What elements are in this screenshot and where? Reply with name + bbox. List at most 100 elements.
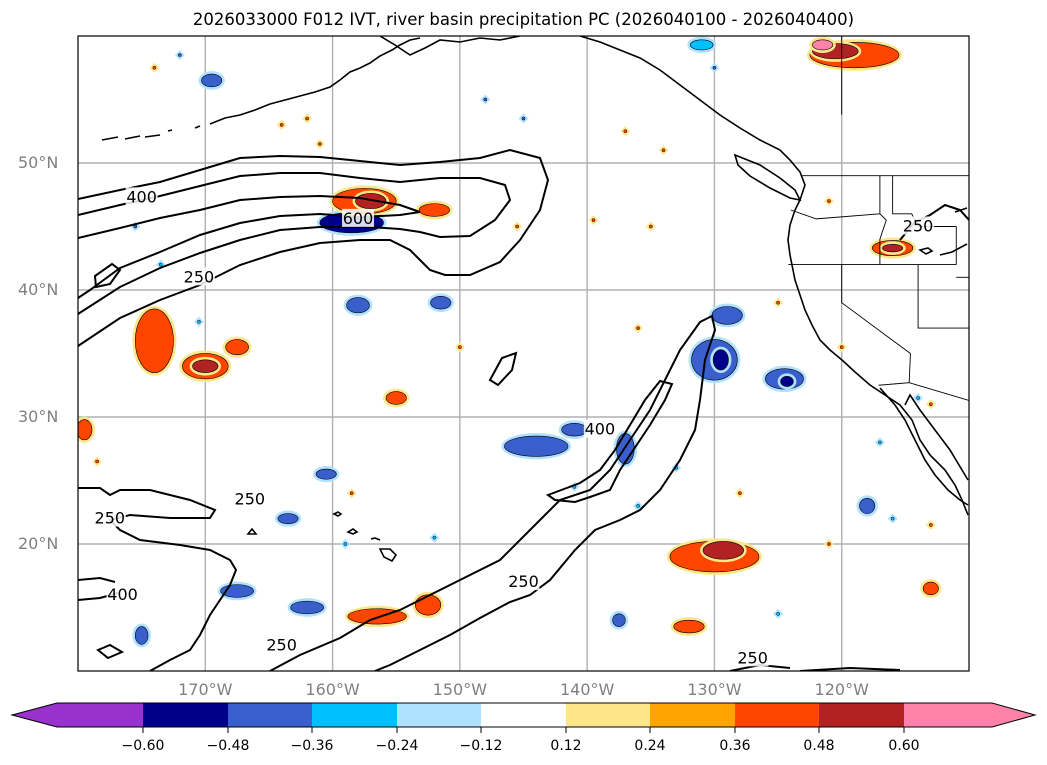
precip-dot	[591, 218, 596, 222]
precip-dot	[458, 345, 462, 349]
ivt-contour-600-jet	[78, 194, 421, 299]
precip-dot	[738, 491, 742, 496]
lon-tick-label: 120°W	[814, 680, 869, 699]
colorbar-segment	[312, 703, 397, 727]
precip-blob	[134, 626, 149, 645]
lat-tick-label: 50°N	[18, 153, 59, 172]
precip-dot	[878, 440, 882, 445]
aleutian-islands	[101, 37, 421, 141]
contour-label-bg	[93, 508, 126, 527]
precip-blob	[430, 296, 452, 310]
contour-label: 250	[184, 267, 215, 286]
colorbar-tick-label: 0.48	[803, 738, 835, 754]
colorbar-tick-label: 0.60	[888, 738, 920, 754]
lat-tick-label: 20°N	[18, 534, 59, 553]
precip-dot	[317, 142, 322, 146]
colorbar-tick-label: −0.36	[290, 738, 334, 754]
precip-blob	[859, 497, 876, 514]
contour-label: 250	[508, 572, 539, 591]
ivt-contour-400-ar	[545, 379, 674, 504]
contour-label-bg	[736, 648, 769, 667]
precip-dot	[623, 129, 628, 134]
border-line	[841, 264, 911, 354]
contour-label: 400	[107, 585, 138, 604]
ivt-contour-labels: 400 600 250 250 250 400 400 250 250 250 250	[93, 187, 935, 667]
precip-blob	[355, 193, 387, 210]
colorbar-segment	[481, 703, 566, 727]
border-line	[879, 175, 887, 265]
colorbar-extend-max	[904, 703, 1035, 727]
lon-tick-label: 170°W	[178, 680, 233, 699]
contour-label-bg	[902, 216, 935, 235]
precip-dot	[95, 459, 99, 464]
map-frame	[77, 35, 970, 672]
colorbar	[10, 702, 1037, 733]
precip-dot	[661, 148, 666, 153]
contour-label: 250	[903, 217, 934, 236]
colorbar-tick-label: −0.24	[375, 738, 419, 754]
precip-dot	[343, 542, 348, 546]
precip-blob	[922, 581, 939, 596]
precip-blob	[201, 73, 223, 88]
border-line	[917, 264, 969, 329]
precip-dot	[776, 612, 780, 616]
contour-label: 400	[126, 187, 157, 206]
colorbar-outline	[10, 702, 1037, 728]
lat-tick-label: 30°N	[18, 407, 59, 426]
ivt-contour-250-ar	[269, 314, 717, 671]
precip-dot	[776, 300, 780, 305]
precip-dot	[432, 535, 437, 540]
contour-label-bg	[106, 584, 139, 603]
precip-blob	[780, 376, 794, 387]
contour-label: 600	[343, 209, 374, 228]
hawaii-islands	[246, 511, 398, 563]
precip-blob	[812, 39, 834, 51]
precip-dot	[152, 65, 157, 70]
coastlines	[101, 36, 969, 563]
colorbar-tick-label: −0.12	[459, 738, 503, 754]
lon-tick-label: 130°W	[687, 680, 742, 699]
precip-blob	[225, 339, 249, 356]
lon-tick-label: 150°W	[432, 680, 488, 699]
precip-anomaly-fill	[78, 36, 942, 648]
precip-dot	[483, 97, 488, 102]
colorbar-segment	[566, 703, 650, 727]
precip-dot	[827, 199, 831, 203]
precip-blob	[702, 541, 745, 560]
colorbar-segment	[143, 703, 228, 727]
precip-dot	[305, 116, 309, 121]
precip-dot	[827, 542, 831, 546]
baja-peninsula	[879, 387, 969, 506]
precip-blob	[315, 468, 337, 480]
map-plot: 400 600 250 250 250 400 400 250 250 250 250	[77, 35, 970, 672]
precip-dot	[515, 224, 519, 229]
precip-blob	[689, 39, 714, 51]
precip-blob	[385, 391, 407, 405]
ivt-contour-loop-mid	[488, 351, 518, 387]
alaska-coast	[379, 36, 969, 516]
colorbar-segment	[650, 703, 735, 727]
colorbar-segment	[819, 703, 904, 727]
contour-label-bg	[583, 419, 616, 438]
colorbar-tick-label: 0.36	[719, 738, 751, 754]
state-borders	[788, 36, 969, 401]
ivt-contour-250-jet	[78, 148, 550, 347]
contour-label-bg	[265, 635, 298, 654]
border-line	[878, 382, 910, 386]
colorbar-extend-min	[12, 703, 143, 727]
precip-dot	[279, 123, 284, 127]
precip-dot	[916, 396, 920, 400]
colorbar-tick-label: 0.12	[550, 738, 582, 754]
contour-label-bg	[342, 208, 375, 227]
vancouver-island	[733, 153, 802, 202]
precip-blob	[192, 359, 219, 373]
ivt-contour-small-loop	[93, 262, 122, 289]
precip-blob	[290, 600, 324, 615]
contour-label: 250	[737, 648, 768, 667]
contour-label: 400	[585, 420, 616, 439]
lon-tick-label: 140°W	[559, 680, 615, 699]
precip-blob	[882, 243, 904, 253]
precip-dot	[197, 319, 201, 324]
precip-blob	[415, 594, 442, 616]
ivt-contour-250-west	[78, 487, 238, 671]
